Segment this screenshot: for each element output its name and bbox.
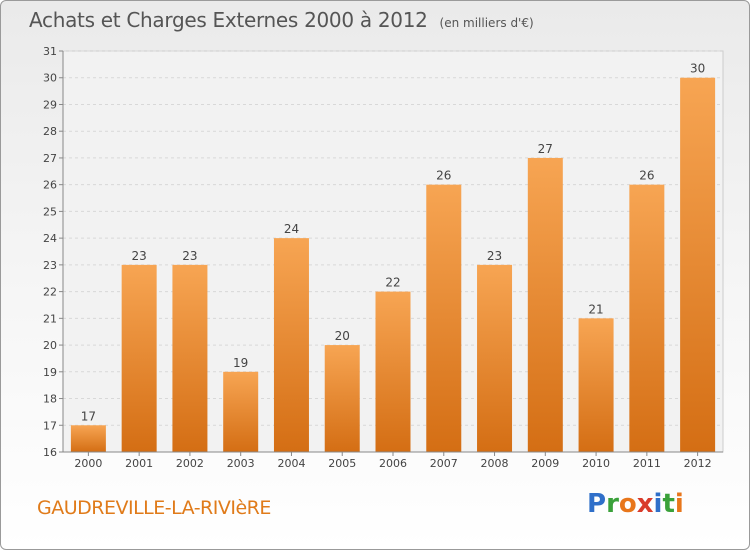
unit-label: (en milliers d'€)	[439, 16, 534, 30]
bar	[477, 264, 513, 452]
y-tick-label: 24	[43, 232, 57, 245]
data-label: 30	[690, 62, 705, 76]
data-label: 27	[538, 142, 553, 156]
y-tick-label: 21	[43, 312, 57, 325]
y-tick-label: 23	[43, 259, 57, 272]
x-tick-label: 2012	[684, 457, 712, 470]
data-label: 22	[385, 276, 400, 290]
data-labels: 17 23 23 19 24 20 22 26 23 27 21 26 30	[81, 62, 706, 424]
logo-letter: r	[606, 489, 619, 519]
y-tick-label: 29	[43, 98, 57, 111]
y-tick-label: 19	[43, 366, 57, 379]
chart-title: Achats et Charges Externes 2000 à 2012 (e…	[29, 8, 534, 32]
logo-letter: P	[587, 489, 607, 519]
bar	[172, 264, 208, 452]
data-label: 23	[182, 249, 197, 263]
logo-letter: t	[662, 489, 675, 519]
data-label: 26	[436, 169, 451, 183]
y-tick-label: 25	[43, 205, 57, 218]
y-tick-label: 31	[43, 45, 57, 58]
y-tick-label: 26	[43, 179, 57, 192]
logo-letter: i	[653, 489, 663, 519]
x-tick-label: 2005	[328, 457, 356, 470]
x-tick-label: 2008	[481, 457, 509, 470]
x-tick-label: 2001	[125, 457, 153, 470]
x-tick-label: 2006	[379, 457, 407, 470]
bar	[223, 371, 259, 452]
x-tick-label: 2011	[633, 457, 661, 470]
y-tick-label: 16	[43, 446, 57, 459]
y-tick-label: 18	[43, 393, 57, 406]
bar	[527, 157, 563, 452]
data-label: 23	[487, 249, 502, 263]
bar	[70, 425, 106, 452]
y-axis: 16 17 18 19 20 21 22 23 24 25 26 27 28 29 30 31	[43, 45, 64, 459]
data-label: 20	[335, 329, 350, 343]
data-label: 26	[639, 169, 654, 183]
y-tick-label: 17	[43, 419, 57, 432]
logo-letter: o	[618, 489, 637, 519]
bars	[70, 77, 716, 452]
bar	[578, 318, 614, 452]
x-tick-label: 2000	[74, 457, 102, 470]
x-tick-label: 2002	[176, 457, 204, 470]
bar	[629, 184, 665, 452]
town-name: GAUDREVILLE-LA-RIVIèRE	[37, 497, 271, 519]
y-tick-label: 22	[43, 286, 57, 299]
bar	[121, 264, 157, 452]
x-tick-label: 2004	[277, 457, 305, 470]
x-tick-label: 2007	[430, 457, 458, 470]
data-label: 21	[588, 302, 603, 316]
bar	[273, 238, 309, 452]
x-tick-label: 2009	[531, 457, 559, 470]
logo-letter: x	[636, 489, 654, 519]
x-tick-label: 2003	[227, 457, 255, 470]
y-tick-label: 27	[43, 152, 57, 165]
data-label: 23	[132, 249, 147, 263]
x-tick-label: 2010	[582, 457, 610, 470]
logo-letter: i	[674, 489, 684, 519]
chart-title-text: Achats et Charges Externes 2000 à 2012	[29, 8, 428, 32]
data-label: 17	[81, 409, 96, 423]
bar	[375, 291, 411, 452]
bar	[680, 77, 716, 452]
x-axis: 2000 2001 2002 2003 2004 2005 2006 2007 2008 2009…	[63, 451, 723, 470]
data-label: 24	[284, 222, 299, 236]
data-label: 19	[233, 356, 248, 370]
bar	[324, 345, 360, 452]
y-tick-label: 30	[43, 72, 57, 85]
bar	[426, 184, 462, 452]
y-tick-label: 20	[43, 339, 57, 352]
y-tick-label: 28	[43, 125, 57, 138]
proxiti-logo: Proxiti	[587, 489, 684, 519]
